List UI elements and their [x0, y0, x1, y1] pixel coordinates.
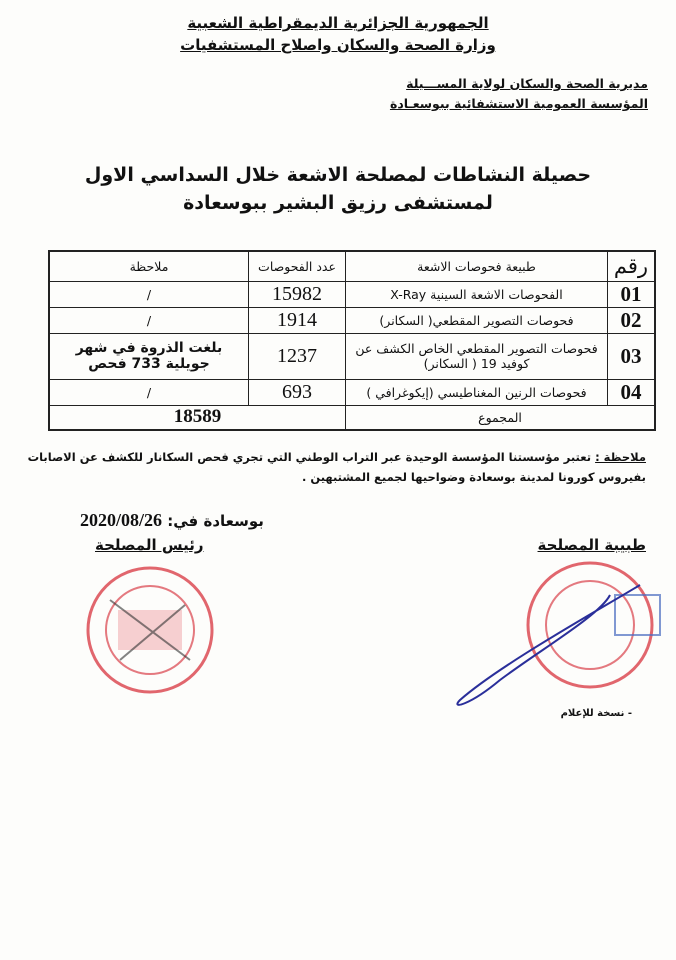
official-stamp-left [86, 566, 214, 694]
institution-header: المؤسسة العمومية الاستشفائية ببوسعـادة [389, 96, 648, 111]
row-count: 1914 [248, 306, 346, 334]
row-type: فحوصات الرنين المغناطيسي (إيكوغرافي ) [345, 378, 608, 406]
row-remark: / [48, 306, 249, 334]
row-type: فحوصات التصوير المقطعي الخاص الكشف عن كو… [345, 332, 608, 380]
header-remark: ملاحظة [48, 250, 249, 282]
header-type: طبيعة فحوصات الاشعة [345, 250, 608, 282]
activity-table: رقم طبيعة فحوصات الاشعة عدد الفحوصات ملا… [48, 250, 656, 431]
document-title: حصيلة النشاطات لمصلحة الاشعة خلال السداس… [84, 164, 592, 186]
service-doctor-signature-label: طبيبة المصلحة [537, 536, 646, 554]
table-row: 03 فحوصات التصوير المقطعي الخاص الكشف عن… [48, 332, 656, 380]
header-number: رقم [607, 250, 656, 282]
row-type: الفحوصات الاشعة السينية X-Ray [345, 280, 608, 308]
directorate-header: مديرية الصحة والسكان لولاية المســـيلة [406, 76, 648, 91]
row-remark: / [48, 280, 249, 308]
table-row: 02 فحوصات التصوير المقطعي( السكانر) 1914… [48, 306, 656, 334]
table-row: 01 الفحوصات الاشعة السينية X-Ray 15982 / [48, 280, 656, 308]
row-number: 01 [607, 280, 656, 308]
row-count: 693 [248, 378, 346, 406]
total-value: 18589 [48, 404, 346, 431]
official-stamp-right [456, 561, 661, 706]
note-label: ملاحظة : [595, 450, 646, 464]
total-label: المجموع [345, 404, 656, 431]
table-header-row: رقم طبيعة فحوصات الاشعة عدد الفحوصات ملا… [48, 250, 656, 282]
row-number: 03 [607, 332, 656, 380]
row-number: 02 [607, 306, 656, 334]
date-line: بوسعادة في: 2020/08/26 [80, 510, 264, 531]
table-row: 04 فحوصات الرنين المغناطيسي (إيكوغرافي )… [48, 378, 656, 406]
date-value: 2020/08/26 [80, 510, 163, 530]
row-count: 1237 [248, 332, 346, 380]
row-type: فحوصات التصوير المقطعي( السكانر) [345, 306, 608, 334]
note-text: تعتبر مؤسستنا المؤسسة الوحيدة عبر التراب… [27, 450, 646, 484]
row-remark: / [48, 378, 249, 406]
document-subtitle: لمستشفى رزيق البشير ببوسعادة [183, 192, 493, 214]
row-remark: بلغت الذروة في شهر جويلية 733 فحص [48, 332, 249, 380]
header-count: عدد الفحوصات [248, 250, 346, 282]
handwritten-signature [456, 584, 641, 706]
total-row: المجموع 18589 [48, 404, 656, 431]
copy-note: - نسخة للإعلام [560, 708, 632, 719]
row-count: 15982 [248, 280, 346, 308]
country-header: الجمهورية الجزائرية الديمقراطية الشعبية [187, 14, 489, 32]
note-paragraph: ملاحظة : تعتبر مؤسستنا المؤسسة الوحيدة ع… [26, 447, 646, 487]
row-number: 04 [607, 378, 656, 406]
date-place: بوسعادة في: [167, 512, 264, 530]
ministry-header: وزارة الصحة والسكان واصلاح المستشفيات [180, 36, 496, 54]
service-head-signature-label: رئيس المصلحة [95, 536, 204, 554]
